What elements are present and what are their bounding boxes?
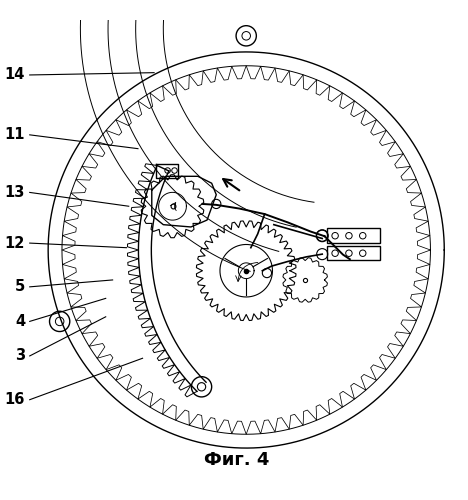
Text: 12: 12	[5, 236, 25, 250]
Text: 11: 11	[5, 128, 25, 142]
Text: 3: 3	[15, 348, 25, 364]
Text: Фиг. 4: Фиг. 4	[205, 451, 270, 469]
Text: 5: 5	[15, 280, 25, 294]
Text: 14: 14	[5, 68, 25, 82]
Text: 16: 16	[5, 392, 25, 407]
Bar	[327, 228, 380, 243]
Bar	[327, 246, 380, 260]
Text: 13: 13	[5, 185, 25, 200]
Text: 4: 4	[15, 314, 25, 329]
